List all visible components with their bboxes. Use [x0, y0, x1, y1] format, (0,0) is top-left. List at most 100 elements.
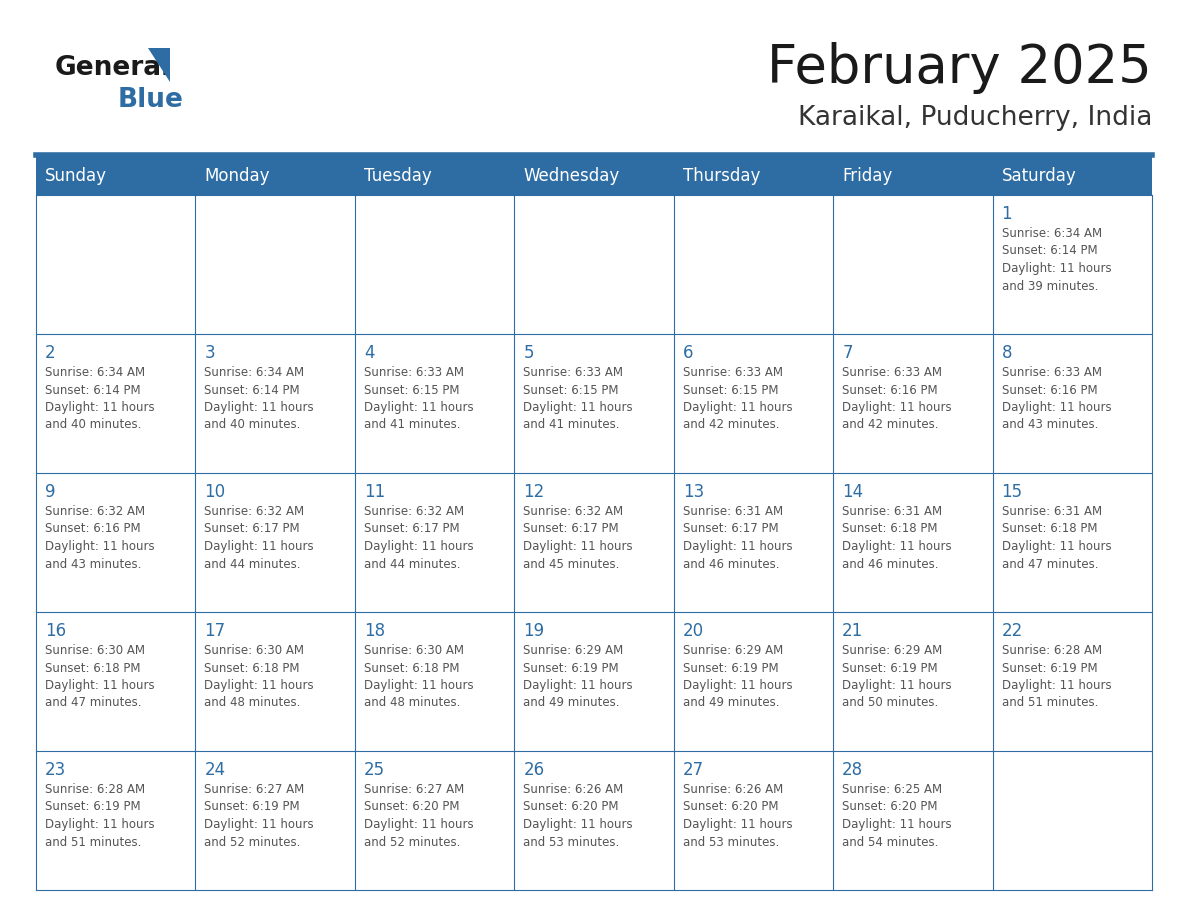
- Bar: [36, 195, 196, 334]
- Text: Daylight: 11 hours: Daylight: 11 hours: [204, 401, 314, 414]
- Bar: [833, 612, 992, 751]
- Text: Daylight: 11 hours: Daylight: 11 hours: [45, 679, 154, 692]
- Text: Sunrise: 6:33 AM: Sunrise: 6:33 AM: [1001, 366, 1101, 379]
- Text: Sunset: 6:18 PM: Sunset: 6:18 PM: [45, 662, 140, 675]
- Text: Daylight: 11 hours: Daylight: 11 hours: [204, 540, 314, 553]
- Bar: [355, 473, 514, 612]
- Text: Daylight: 11 hours: Daylight: 11 hours: [364, 540, 474, 553]
- Text: Sunset: 6:18 PM: Sunset: 6:18 PM: [842, 522, 937, 535]
- Text: and 49 minutes.: and 49 minutes.: [683, 697, 779, 710]
- Text: 4: 4: [364, 344, 374, 362]
- Bar: [355, 195, 514, 334]
- Text: Sunset: 6:15 PM: Sunset: 6:15 PM: [523, 384, 619, 397]
- Text: Blue: Blue: [118, 87, 184, 113]
- Text: Monday: Monday: [204, 167, 270, 185]
- Text: Sunset: 6:18 PM: Sunset: 6:18 PM: [204, 662, 299, 675]
- Text: 18: 18: [364, 622, 385, 640]
- Text: 12: 12: [523, 483, 544, 501]
- Text: and 44 minutes.: and 44 minutes.: [204, 557, 301, 570]
- Bar: [196, 612, 355, 751]
- Text: Sunset: 6:16 PM: Sunset: 6:16 PM: [842, 384, 937, 397]
- Bar: [514, 334, 674, 473]
- Bar: [514, 612, 674, 751]
- Text: Sunset: 6:19 PM: Sunset: 6:19 PM: [683, 662, 778, 675]
- Text: Daylight: 11 hours: Daylight: 11 hours: [1001, 401, 1111, 414]
- Text: Daylight: 11 hours: Daylight: 11 hours: [1001, 679, 1111, 692]
- Text: 8: 8: [1001, 344, 1012, 362]
- Text: and 53 minutes.: and 53 minutes.: [683, 835, 779, 848]
- Bar: [674, 473, 833, 612]
- Text: Daylight: 11 hours: Daylight: 11 hours: [683, 540, 792, 553]
- Text: Daylight: 11 hours: Daylight: 11 hours: [523, 679, 633, 692]
- Bar: [196, 473, 355, 612]
- Text: 2: 2: [45, 344, 56, 362]
- Text: and 47 minutes.: and 47 minutes.: [1001, 557, 1098, 570]
- Bar: [355, 612, 514, 751]
- Text: 19: 19: [523, 622, 544, 640]
- Text: Daylight: 11 hours: Daylight: 11 hours: [683, 679, 792, 692]
- Text: Sunrise: 6:28 AM: Sunrise: 6:28 AM: [1001, 644, 1101, 657]
- Text: and 52 minutes.: and 52 minutes.: [204, 835, 301, 848]
- Text: Sunset: 6:20 PM: Sunset: 6:20 PM: [683, 800, 778, 813]
- Bar: [355, 751, 514, 890]
- Text: and 50 minutes.: and 50 minutes.: [842, 697, 939, 710]
- Text: Daylight: 11 hours: Daylight: 11 hours: [364, 818, 474, 831]
- Text: Sunrise: 6:29 AM: Sunrise: 6:29 AM: [683, 644, 783, 657]
- Text: 21: 21: [842, 622, 864, 640]
- Text: Daylight: 11 hours: Daylight: 11 hours: [842, 540, 952, 553]
- Bar: [674, 334, 833, 473]
- Text: Sunset: 6:20 PM: Sunset: 6:20 PM: [842, 800, 937, 813]
- Text: and 44 minutes.: and 44 minutes.: [364, 557, 461, 570]
- Text: Sunrise: 6:30 AM: Sunrise: 6:30 AM: [45, 644, 145, 657]
- Text: and 49 minutes.: and 49 minutes.: [523, 697, 620, 710]
- Text: Daylight: 11 hours: Daylight: 11 hours: [683, 401, 792, 414]
- Text: 5: 5: [523, 344, 533, 362]
- Text: Sunrise: 6:31 AM: Sunrise: 6:31 AM: [683, 505, 783, 518]
- Text: 17: 17: [204, 622, 226, 640]
- Text: General: General: [55, 55, 171, 81]
- Text: and 51 minutes.: and 51 minutes.: [1001, 697, 1098, 710]
- Text: Sunrise: 6:31 AM: Sunrise: 6:31 AM: [842, 505, 942, 518]
- Text: and 39 minutes.: and 39 minutes.: [1001, 279, 1098, 293]
- Text: Daylight: 11 hours: Daylight: 11 hours: [842, 401, 952, 414]
- Text: Sunset: 6:18 PM: Sunset: 6:18 PM: [1001, 522, 1097, 535]
- Text: 24: 24: [204, 761, 226, 779]
- Text: 9: 9: [45, 483, 56, 501]
- Text: Sunrise: 6:30 AM: Sunrise: 6:30 AM: [364, 644, 463, 657]
- Bar: [36, 473, 196, 612]
- Bar: [674, 612, 833, 751]
- Text: and 53 minutes.: and 53 minutes.: [523, 835, 619, 848]
- Bar: [992, 334, 1152, 473]
- Text: Daylight: 11 hours: Daylight: 11 hours: [45, 818, 154, 831]
- Text: and 45 minutes.: and 45 minutes.: [523, 557, 620, 570]
- Bar: [196, 751, 355, 890]
- Text: Sunset: 6:17 PM: Sunset: 6:17 PM: [683, 522, 778, 535]
- Bar: [833, 195, 992, 334]
- Text: Sunset: 6:19 PM: Sunset: 6:19 PM: [842, 662, 937, 675]
- Bar: [36, 157, 1152, 195]
- Text: Sunrise: 6:25 AM: Sunrise: 6:25 AM: [842, 783, 942, 796]
- Text: Daylight: 11 hours: Daylight: 11 hours: [1001, 262, 1111, 275]
- Text: 7: 7: [842, 344, 853, 362]
- Text: Sunrise: 6:32 AM: Sunrise: 6:32 AM: [364, 505, 465, 518]
- Text: Thursday: Thursday: [683, 167, 760, 185]
- Text: Daylight: 11 hours: Daylight: 11 hours: [45, 401, 154, 414]
- Text: 10: 10: [204, 483, 226, 501]
- Text: Sunrise: 6:29 AM: Sunrise: 6:29 AM: [842, 644, 942, 657]
- Text: Sunrise: 6:32 AM: Sunrise: 6:32 AM: [45, 505, 145, 518]
- Bar: [992, 473, 1152, 612]
- Text: Saturday: Saturday: [1001, 167, 1076, 185]
- Text: 20: 20: [683, 622, 703, 640]
- Text: and 41 minutes.: and 41 minutes.: [523, 419, 620, 431]
- Bar: [674, 195, 833, 334]
- Text: and 40 minutes.: and 40 minutes.: [204, 419, 301, 431]
- Bar: [36, 334, 196, 473]
- Text: Daylight: 11 hours: Daylight: 11 hours: [204, 818, 314, 831]
- Text: Sunset: 6:18 PM: Sunset: 6:18 PM: [364, 662, 460, 675]
- Text: Sunrise: 6:32 AM: Sunrise: 6:32 AM: [523, 505, 624, 518]
- Text: Sunset: 6:17 PM: Sunset: 6:17 PM: [204, 522, 301, 535]
- Text: Sunrise: 6:34 AM: Sunrise: 6:34 AM: [45, 366, 145, 379]
- Text: and 46 minutes.: and 46 minutes.: [683, 557, 779, 570]
- Text: and 52 minutes.: and 52 minutes.: [364, 835, 460, 848]
- Bar: [833, 473, 992, 612]
